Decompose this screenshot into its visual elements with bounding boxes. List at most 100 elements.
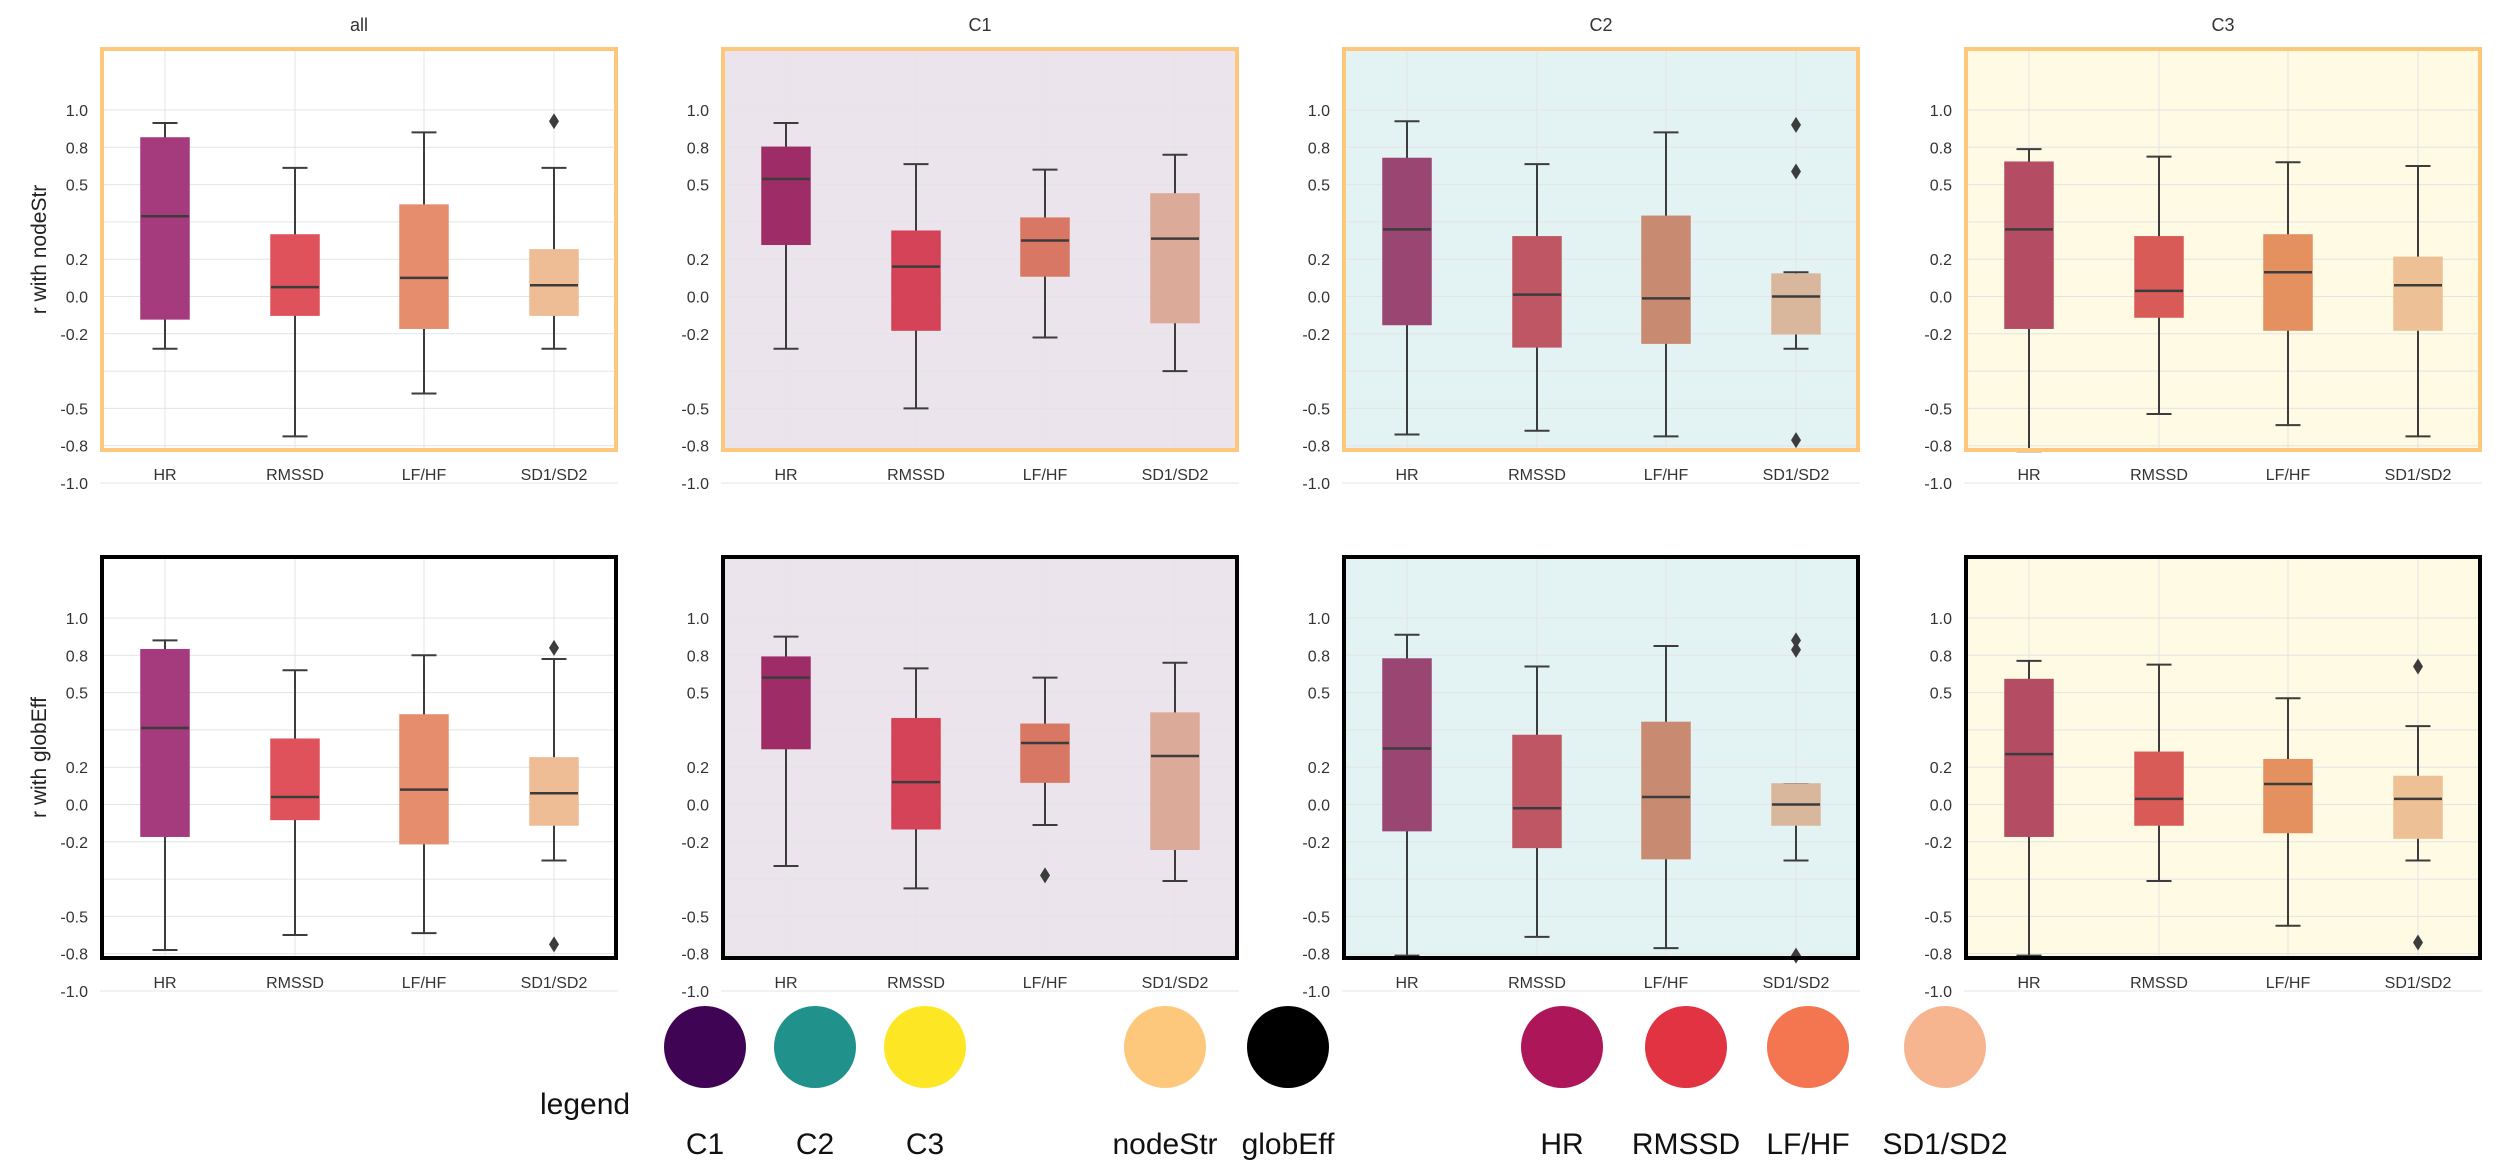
box-body xyxy=(1641,721,1691,860)
y-tick-label: -0.5 xyxy=(60,909,88,926)
flier-point xyxy=(1791,641,1801,658)
y-tick-label: 0.8 xyxy=(66,648,88,665)
box-body xyxy=(529,249,579,316)
x-tick-label: LF/HF xyxy=(2266,467,2311,484)
box-body xyxy=(1150,712,1200,851)
box-lf-hf xyxy=(1641,131,1691,438)
legend-swatch xyxy=(1904,1006,1986,1088)
y-tick-label: 1.0 xyxy=(687,103,709,120)
y-tick-label: 0.2 xyxy=(66,252,88,269)
box-lf-hf xyxy=(1020,168,1070,339)
box-hr xyxy=(2004,659,2054,957)
box-hr xyxy=(140,639,190,951)
box-body xyxy=(399,714,449,845)
box-rmssd xyxy=(1512,163,1562,432)
box-body xyxy=(891,230,941,331)
x-tick-label: SD1/SD2 xyxy=(1142,975,1209,992)
y-tick-label: -1.0 xyxy=(1302,984,1330,1001)
legend-label: SD1/SD2 xyxy=(1882,1128,2007,1161)
box-sd1-sd2 xyxy=(529,113,579,350)
legend-swatch xyxy=(664,1006,746,1088)
y-tick-label: 0.2 xyxy=(1308,760,1330,777)
panel-title: C1 xyxy=(968,15,991,35)
x-tick-label: LF/HF xyxy=(1023,975,1068,992)
panel-title: C3 xyxy=(2211,15,2234,35)
y-tick-label: 1.0 xyxy=(66,103,88,120)
y-tick-label: 0.5 xyxy=(1930,178,1952,195)
box-body xyxy=(2134,236,2184,318)
panel-border xyxy=(721,555,1239,960)
box-body xyxy=(529,757,579,826)
box-body xyxy=(1771,273,1821,335)
x-tick-label: RMSSD xyxy=(266,975,324,992)
x-tick-label: LF/HF xyxy=(1644,467,1689,484)
y-tick-label: -0.8 xyxy=(681,439,709,456)
y-tick-label: -1.0 xyxy=(1302,476,1330,493)
box-hr xyxy=(140,122,190,350)
box-body xyxy=(891,717,941,830)
y-tick-label: 0.0 xyxy=(687,798,709,815)
box-body xyxy=(761,656,811,750)
box-body xyxy=(2004,678,2054,837)
box-rmssd xyxy=(1512,665,1562,938)
box-hr xyxy=(1382,633,1432,957)
box-rmssd xyxy=(2134,663,2184,882)
box-body xyxy=(399,204,449,329)
x-tick-label: SD1/SD2 xyxy=(2385,467,2452,484)
legend-label: RMSSD xyxy=(1632,1128,1740,1161)
x-tick-label: HR xyxy=(2017,975,2040,992)
box-body xyxy=(1641,215,1691,344)
box-lf-hf xyxy=(399,131,449,395)
y-tick-label: 0.8 xyxy=(1308,140,1330,157)
flier-point xyxy=(549,936,559,953)
y-tick-label: 0.0 xyxy=(687,290,709,307)
panel-border xyxy=(100,47,618,452)
y-tick-label: 0.8 xyxy=(687,140,709,157)
y-tick-label: 1.0 xyxy=(1308,103,1330,120)
y-tick-label: 0.2 xyxy=(687,760,709,777)
box-lf-hf xyxy=(2263,161,2313,427)
box-body xyxy=(2004,161,2054,329)
x-tick-label: LF/HF xyxy=(402,975,447,992)
y-tick-label: -0.8 xyxy=(1302,439,1330,456)
box-body xyxy=(761,146,811,246)
y-tick-label: 0.0 xyxy=(66,290,88,307)
x-tick-label: LF/HF xyxy=(1644,975,1689,992)
panel-nodestr-c1: 1.0 0.8 0.5 0.2 0.0 -0.2 -0.5 -0.8 -1.0 HR RMSSD LF… xyxy=(681,15,1239,493)
x-tick-label: SD1/SD2 xyxy=(1142,467,1209,484)
panel-border xyxy=(721,47,1239,452)
y-tick-label: -0.2 xyxy=(60,835,88,852)
y-tick-label: 0.2 xyxy=(1930,252,1952,269)
y-tick-label: 0.2 xyxy=(1308,252,1330,269)
flier-point xyxy=(1791,632,1801,649)
legend-item-globeff: globEff xyxy=(1242,1006,1335,1161)
y-tick-label: -1.0 xyxy=(60,984,88,1001)
y-tick-label: -1.0 xyxy=(681,476,709,493)
y-tick-label: 0.5 xyxy=(66,686,88,703)
panel-border xyxy=(100,555,618,960)
box-lf-hf xyxy=(1641,644,1691,950)
x-tick-label: HR xyxy=(1395,975,1418,992)
y-tick-label: -0.5 xyxy=(1924,909,1952,926)
y-tick-label: -1.0 xyxy=(60,476,88,493)
panel-title: C2 xyxy=(1589,15,1612,35)
y-tick-label: -0.8 xyxy=(60,947,88,964)
x-tick-label: RMSSD xyxy=(2130,467,2188,484)
box-body xyxy=(2393,775,2443,839)
y-tick-label: -0.8 xyxy=(60,439,88,456)
legend-swatch xyxy=(774,1006,856,1088)
y-tick-label: 0.8 xyxy=(1308,648,1330,665)
box-body xyxy=(2263,234,2313,331)
x-tick-label: HR xyxy=(2017,467,2040,484)
panel-nodestr-all: 1.0 0.8 0.5 0.2 0.0 -0.2 -0.5 -0.8 -1.0 HR RMSSD LF… xyxy=(60,15,618,493)
y-tick-label: -0.5 xyxy=(1924,401,1952,418)
box-body xyxy=(140,137,190,320)
y-tick-label: 0.2 xyxy=(687,252,709,269)
box-sd1-sd2 xyxy=(1150,153,1200,373)
y-tick-label: 0.5 xyxy=(687,178,709,195)
x-tick-label: HR xyxy=(153,467,176,484)
box-sd1-sd2 xyxy=(2393,658,2443,951)
box-sd1-sd2 xyxy=(529,639,579,953)
box-body xyxy=(1382,157,1432,326)
